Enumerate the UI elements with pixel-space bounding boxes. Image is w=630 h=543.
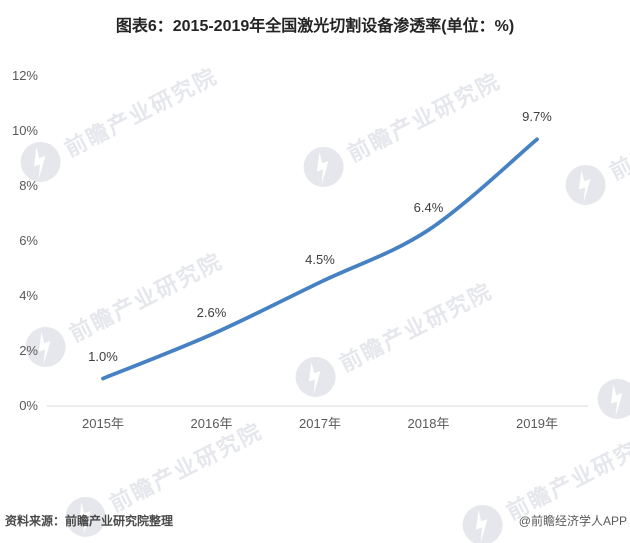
y-tick-label: 8% bbox=[19, 178, 38, 193]
app-credit: @前瞻经济学人APP bbox=[518, 514, 627, 528]
x-tick-label: 2016年 bbox=[190, 416, 233, 431]
y-tick-label: 0% bbox=[19, 398, 38, 413]
point-label: 2.6% bbox=[196, 304, 227, 320]
y-tick-label: 12% bbox=[11, 68, 38, 83]
x-tick-label: 2017年 bbox=[299, 416, 341, 431]
source-note: 资料来源：前瞻产业研究院整理 bbox=[5, 514, 174, 528]
point-label: 6.4% bbox=[413, 200, 444, 215]
chart-title: 图表6：2015-2019年全国激光切割设备渗透率(单位：%) bbox=[115, 18, 515, 35]
trend-line bbox=[101, 137, 539, 381]
x-tick-label: 2018年 bbox=[407, 416, 450, 431]
x-tick-label: 2019年 bbox=[516, 416, 558, 431]
point-label: 4.5% bbox=[305, 252, 335, 268]
x-tick-label: 2015年 bbox=[82, 416, 124, 431]
y-tick-label: 4% bbox=[19, 288, 38, 303]
y-tick-label: 10% bbox=[11, 123, 38, 138]
point-label: 9.7% bbox=[522, 109, 552, 125]
y-tick-label: 6% bbox=[19, 233, 38, 248]
y-tick-label: 2% bbox=[19, 343, 38, 358]
point-label: 1.0% bbox=[88, 348, 118, 364]
